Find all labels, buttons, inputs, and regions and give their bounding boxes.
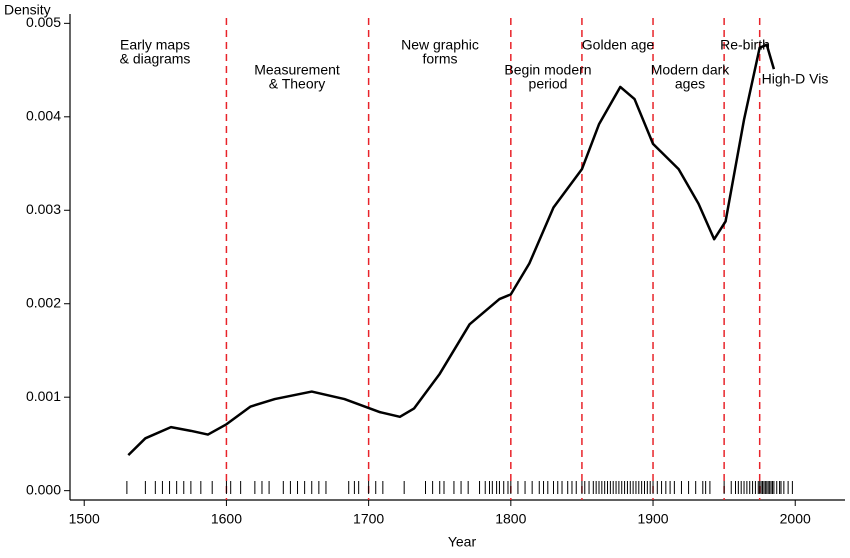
density-line — [127, 43, 776, 457]
era-label: & Theory — [269, 76, 326, 92]
era-label: Measurement — [254, 62, 340, 78]
y-tick-label: 0.000 — [26, 481, 61, 497]
x-tick-label: 2000 — [780, 511, 811, 527]
x-tick-label: 1700 — [353, 511, 384, 527]
y-tick-label: 0.004 — [26, 108, 61, 124]
y-tick-label: 0.003 — [26, 201, 61, 217]
era-label: Re-birth — [720, 37, 770, 53]
y-tick-label: 0.002 — [26, 294, 61, 310]
era-label: Modern dark — [651, 62, 731, 78]
era-label: New graphic — [401, 37, 479, 53]
era-label: ages — [675, 76, 705, 92]
x-tick-label: 1600 — [211, 511, 242, 527]
era-label: High-D Vis — [762, 71, 829, 87]
era-label: period — [529, 76, 568, 92]
x-tick-label: 1500 — [69, 511, 100, 527]
era-label: Begin modern — [504, 62, 591, 78]
y-axis-label: Density — [4, 2, 51, 18]
era-label: Early maps — [120, 37, 190, 53]
era-label: Golden age — [582, 37, 655, 53]
x-tick-label: 1800 — [495, 511, 526, 527]
y-tick-label: 0.001 — [26, 388, 61, 404]
era-label: & diagrams — [120, 51, 191, 67]
era-label: forms — [423, 51, 458, 67]
x-axis-label: Year — [448, 534, 477, 550]
y-tick-label: 0.005 — [26, 14, 61, 30]
x-tick-label: 1900 — [637, 511, 668, 527]
